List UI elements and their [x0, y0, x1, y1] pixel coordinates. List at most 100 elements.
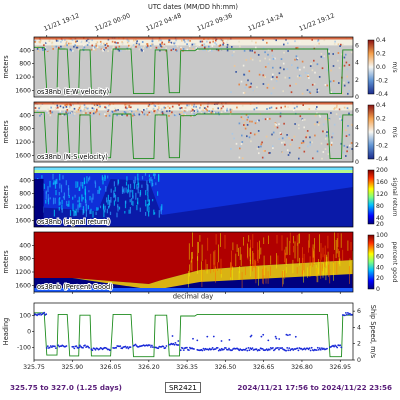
velocity-cell	[184, 112, 186, 114]
percent-good-cell	[309, 265, 311, 276]
signal-cell	[45, 191, 47, 200]
velocity-cell	[348, 112, 350, 115]
heading-point	[339, 344, 342, 347]
velocity-cell	[48, 40, 51, 43]
signal-cell	[148, 203, 150, 207]
percent-good-cell	[314, 254, 315, 263]
percent-good-cell	[323, 263, 324, 276]
signal-cell	[117, 204, 119, 208]
x-tick-label: 326.50	[215, 364, 237, 371]
velocity-cell	[132, 46, 134, 49]
velocity-cell	[314, 71, 316, 74]
velocity-cell	[220, 47, 223, 50]
percent-good-cell	[318, 259, 319, 275]
velocity-cell	[79, 103, 81, 106]
velocity-cell	[140, 48, 143, 51]
velocity-cell	[285, 38, 287, 41]
velocity-cell	[319, 115, 321, 118]
velocity-cell	[168, 39, 171, 42]
velocity-cell	[200, 104, 202, 107]
heading-point	[182, 349, 185, 351]
signal-cell	[67, 204, 69, 207]
velocity-cell	[159, 43, 161, 46]
heading-point	[304, 348, 307, 351]
velocity-cell	[124, 106, 127, 109]
velocity-cell	[56, 113, 59, 116]
velocity-cell	[170, 41, 173, 44]
velocity-cell	[328, 117, 331, 120]
velocity-cell	[275, 124, 278, 126]
panel-frame	[33, 101, 354, 163]
velocity-cell	[36, 48, 39, 50]
velocity-cell	[86, 109, 88, 112]
velocity-cell	[95, 105, 97, 107]
percent-good-cell	[192, 232, 193, 247]
velocity-cell	[70, 42, 72, 45]
velocity-cell	[61, 111, 63, 114]
velocity-cell	[39, 114, 41, 117]
velocity-cell	[86, 107, 89, 110]
velocity-cell	[345, 135, 348, 137]
velocity-cell	[173, 47, 176, 50]
velocity-cell	[92, 46, 95, 49]
percent-good-cell	[296, 267, 298, 274]
heading-point	[45, 313, 48, 316]
velocity-cell	[123, 111, 126, 113]
depth-axis-label: meters	[2, 120, 10, 144]
percent-good-cell	[197, 256, 198, 274]
percent-good-cell	[320, 243, 322, 259]
percent-good-cell	[286, 258, 287, 266]
velocity-cell	[297, 124, 300, 126]
heading-point	[246, 349, 249, 352]
velocity-cell	[146, 108, 148, 110]
velocity-cell	[258, 73, 261, 76]
percent-good-cell	[317, 267, 319, 283]
velocity-cell	[195, 110, 197, 113]
signal-cell	[152, 182, 154, 187]
heading-point	[228, 347, 230, 350]
signal-cell	[148, 174, 150, 178]
velocity-cell	[98, 113, 101, 116]
percent-good-cell	[189, 264, 190, 277]
signal-cell	[117, 206, 119, 212]
percent-good-cell	[245, 267, 246, 276]
signal-cell	[131, 198, 133, 205]
velocity-cell	[220, 107, 223, 110]
velocity-cell	[318, 42, 320, 45]
velocity-cell	[57, 108, 60, 110]
velocity-cell	[351, 123, 353, 126]
velocity-cell	[254, 122, 257, 125]
velocity-cell	[256, 86, 258, 89]
signal-cell	[121, 186, 124, 194]
colorbar-tick-label: 80	[376, 203, 384, 210]
velocity-cell	[229, 108, 232, 111]
footer-range: 325.75 to 327.0 (1.25 days)	[10, 383, 122, 392]
velocity-cell	[131, 108, 133, 111]
heading-point	[65, 345, 68, 347]
velocity-cell	[167, 105, 169, 108]
percent-good-cell	[340, 233, 342, 248]
velocity-cell	[143, 113, 146, 116]
velocity-cell	[219, 44, 222, 47]
heading-point	[36, 314, 38, 317]
velocity-cell	[304, 118, 306, 121]
velocity-cell	[321, 67, 324, 70]
velocity-cell	[290, 91, 293, 94]
velocity-cell	[293, 107, 296, 110]
velocity-cell	[44, 47, 47, 49]
velocity-cell	[114, 107, 116, 110]
velocity-cell	[341, 119, 343, 121]
velocity-cell	[262, 74, 265, 77]
velocity-cell	[172, 48, 175, 50]
colorbar	[367, 104, 375, 160]
velocity-cell	[310, 63, 312, 65]
velocity-cell	[69, 112, 72, 114]
percent-good-cell	[241, 271, 243, 291]
velocity-cell	[152, 108, 155, 111]
colorbar-tick-label: -0.2	[376, 78, 388, 85]
velocity-cell	[124, 103, 126, 106]
signal-cell	[128, 209, 130, 214]
velocity-cell	[251, 58, 254, 61]
velocity-cell	[39, 105, 42, 108]
panel-frame	[33, 36, 354, 98]
